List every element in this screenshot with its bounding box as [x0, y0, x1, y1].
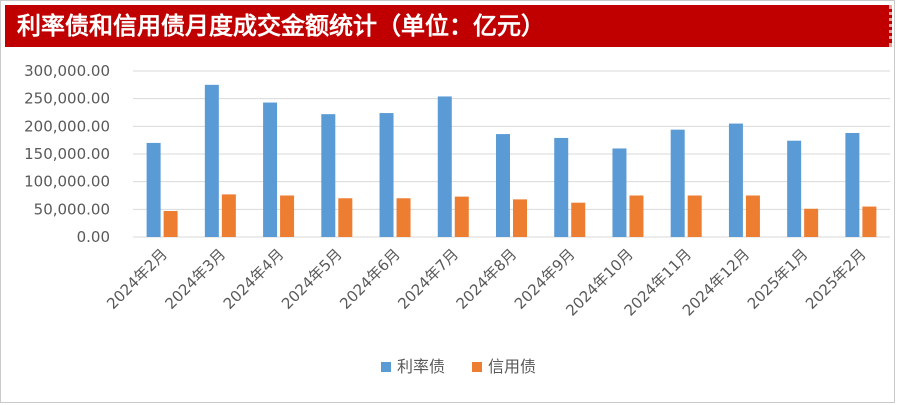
- bar-series-1: [670, 129, 685, 237]
- x-tick-label: 2024年6月: [336, 245, 404, 313]
- legend-label: 信用债: [488, 357, 536, 376]
- title-bar: 利率债和信用债月度成交金额统计（单位：亿元）: [5, 5, 892, 47]
- bar-series-1: [612, 148, 627, 237]
- bar-series-1: [379, 113, 394, 237]
- bar-series-2: [163, 210, 178, 237]
- bar-series-2: [396, 198, 411, 237]
- bar-series-2: [862, 206, 877, 237]
- bar-series-2: [629, 195, 644, 237]
- x-tick-label: 2025年1月: [744, 245, 812, 313]
- legend-swatch: [381, 362, 391, 372]
- bar-series-2: [280, 195, 295, 237]
- x-tick-label: 2024年5月: [278, 245, 346, 313]
- y-tick-label: 300,000.00: [24, 62, 110, 80]
- x-tick-label: 2025年2月: [802, 245, 870, 313]
- bar-series-2: [571, 202, 586, 237]
- x-tick-label: 2024年2月: [103, 245, 171, 313]
- chart-title: 利率债和信用债月度成交金额统计（单位：亿元）: [17, 12, 545, 40]
- bar-series-1: [787, 140, 802, 237]
- bar-series-2: [804, 208, 819, 237]
- bar-series-2: [745, 195, 760, 237]
- legend-label: 利率债: [397, 357, 445, 376]
- x-tick-label: 2024年8月: [453, 245, 521, 313]
- y-tick-label: 50,000.00: [34, 200, 110, 218]
- legend-swatch: [472, 362, 482, 372]
- bar-series-1: [204, 84, 219, 237]
- x-tick-label: 2024年4月: [220, 245, 288, 313]
- x-tick-label: 2024年7月: [394, 245, 462, 313]
- bar-series-2: [454, 196, 469, 237]
- bar-series-1: [437, 96, 452, 237]
- bar-series-2: [513, 199, 527, 237]
- y-tick-label: 100,000.00: [24, 173, 110, 191]
- bar-series-1: [845, 132, 860, 237]
- y-tick-label: 0.00: [77, 228, 110, 246]
- bar-series-1: [554, 137, 569, 237]
- bar-series-1: [728, 123, 743, 237]
- bar-series-2: [221, 194, 236, 237]
- bar-series-1: [496, 134, 510, 237]
- bar-series-1: [263, 102, 278, 237]
- x-tick-label: 2024年3月: [161, 245, 229, 313]
- y-tick-label: 150,000.00: [24, 145, 110, 163]
- bar-series-2: [687, 195, 702, 237]
- y-tick-label: 250,000.00: [24, 90, 110, 108]
- y-tick-label: 200,000.00: [24, 117, 110, 135]
- bar-series-1: [146, 142, 161, 237]
- bar-series-2: [338, 198, 353, 237]
- bar-series-1: [321, 114, 336, 237]
